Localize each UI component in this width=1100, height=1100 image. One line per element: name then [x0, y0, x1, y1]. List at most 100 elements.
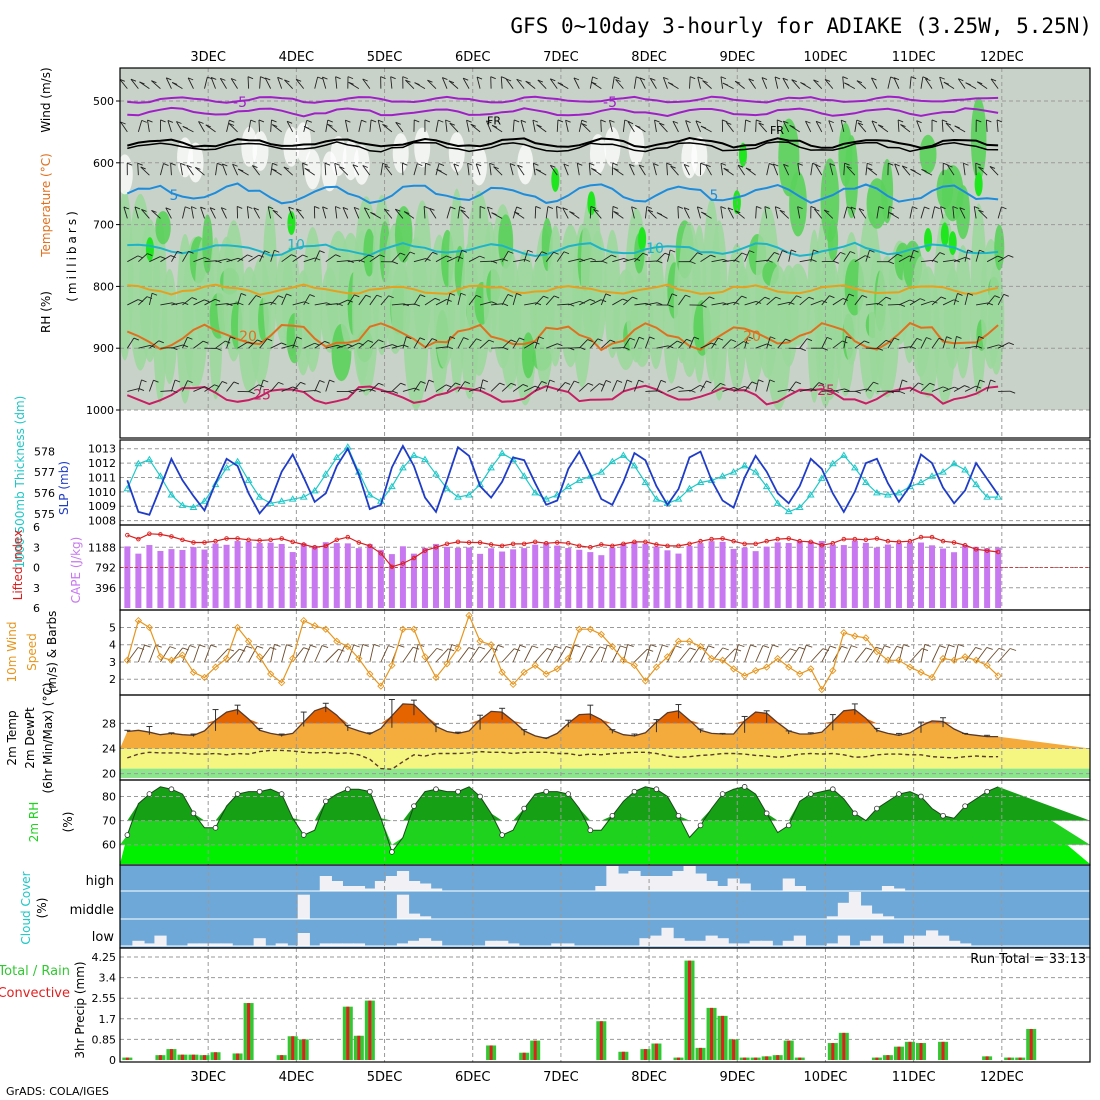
rh-shade-saturated: [287, 211, 296, 236]
wind-barb-flag: [479, 206, 486, 209]
wind-barb-flag: [541, 380, 547, 384]
wind-barb-flag: [502, 347, 509, 350]
wind-barb-flag: [271, 168, 277, 172]
wind-barb-flag: [701, 304, 707, 308]
wind-barb: [226, 336, 231, 349]
wind-barb-flag: [160, 119, 166, 123]
wind-barb: [284, 79, 294, 89]
surface-wind-barb-flag: [650, 644, 657, 648]
precip-tick-label: 0: [109, 1054, 116, 1067]
surface-wind-barb-flag: [353, 644, 360, 648]
wind-barb: [601, 254, 612, 263]
cloud-high-bar: [672, 871, 685, 891]
wind-barb: [382, 124, 393, 133]
rh-shade-moist: [785, 263, 811, 346]
wind-barb-flag: [519, 337, 525, 341]
wind-barb-flag: [158, 340, 164, 344]
wind-barb: [578, 339, 588, 349]
wind-barb-flag: [635, 124, 641, 128]
wind-barb: [788, 381, 797, 392]
wind-barb: [258, 119, 261, 132]
wind-barb: [623, 296, 633, 306]
thickness-marker: [597, 468, 606, 475]
wind-barb-flag: [400, 382, 406, 386]
thickness-marker: [432, 470, 440, 477]
thickness-marker: [167, 491, 176, 498]
cape-bar: [510, 549, 517, 608]
lifted-index-marker: [279, 536, 284, 541]
wind-barb: [856, 80, 867, 89]
wind-speed-marker: [542, 670, 550, 678]
wind-speed-marker: [840, 629, 848, 637]
surface-wind-barb: [644, 644, 651, 663]
wind-barb-flag: [975, 385, 981, 389]
wind-barb: [303, 390, 316, 392]
dewpoint-line: [127, 749, 999, 770]
surface-wind-barb: [953, 644, 959, 663]
wind-barb: [171, 302, 184, 306]
rh-shade-moist: [954, 245, 972, 379]
wind-barb: [327, 123, 338, 133]
wind-barb: [600, 293, 607, 306]
wind-barb-flag: [272, 162, 278, 166]
wind-barb: [486, 120, 492, 133]
cape-bar: [311, 545, 318, 608]
wind-barb-flag: [278, 381, 284, 385]
wind-barb-flag: [563, 163, 569, 167]
wind-barb: [248, 120, 252, 132]
thickness-marker: [983, 493, 992, 500]
wind-barb-flag: [446, 255, 452, 259]
wind-barb: [171, 379, 176, 392]
surface-wind-barb: [931, 645, 940, 663]
wind-barb-flag: [288, 206, 294, 210]
wind-barb: [160, 302, 173, 306]
wind-barb: [457, 250, 463, 262]
precip-convective-bar: [776, 1055, 780, 1060]
wind-barb: [286, 121, 294, 133]
wind-barb-flag: [309, 294, 315, 297]
rh2m-marker: [411, 803, 417, 809]
wind-barb-flag: [735, 80, 741, 84]
wind-barb-flag: [176, 121, 182, 124]
wind-barb-flag: [997, 255, 1003, 259]
wind-barb-flag: [828, 120, 834, 124]
wind-barb: [613, 167, 624, 176]
date-label-top: 12DEC: [980, 50, 1024, 65]
precip-tick-label: 1.7: [99, 1013, 117, 1026]
precip-convective-bar: [291, 1036, 295, 1060]
lifted-index-marker: [400, 561, 406, 566]
wind-barb: [823, 209, 834, 219]
cloud-low-bar: [396, 943, 410, 946]
thickness-marker: [817, 474, 826, 481]
wind-barb-flag: [978, 336, 984, 339]
wind-barb: [843, 163, 846, 176]
wind-barb-flag: [934, 206, 940, 210]
wind-barb: [391, 252, 401, 262]
surface-wind-barb-flag: [708, 645, 715, 649]
wind-barb: [876, 206, 880, 219]
wind-barb-flag: [516, 78, 522, 82]
wind-barb-flag: [844, 82, 850, 86]
wind-barb-flag: [535, 168, 541, 172]
wind-barb-flag: [225, 340, 231, 344]
wind-barb: [342, 207, 349, 219]
wind-barb-flag: [314, 206, 320, 209]
wind-barb: [788, 249, 792, 262]
rh-shade-wet: [994, 224, 1005, 271]
thickness-marker: [200, 497, 209, 504]
wind-speed-marker: [718, 656, 727, 664]
wind-barb: [766, 163, 770, 176]
wind-barb-flag: [587, 382, 594, 386]
surface-wind-barb-flag: [478, 646, 486, 650]
wind-barb-flag: [438, 163, 445, 166]
wind-barb: [413, 294, 421, 306]
wind-barb: [854, 255, 866, 263]
wind-barb: [876, 390, 889, 392]
wind-barb-flag: [520, 119, 527, 123]
wind-barb: [964, 293, 969, 306]
date-label-bottom: 6DEC: [455, 1070, 491, 1085]
temp2m-tick-label: 24: [102, 742, 116, 755]
rh-shade-dry: [604, 126, 621, 167]
wind-speed-marker: [443, 660, 451, 668]
wind-barb-flag: [871, 77, 877, 81]
